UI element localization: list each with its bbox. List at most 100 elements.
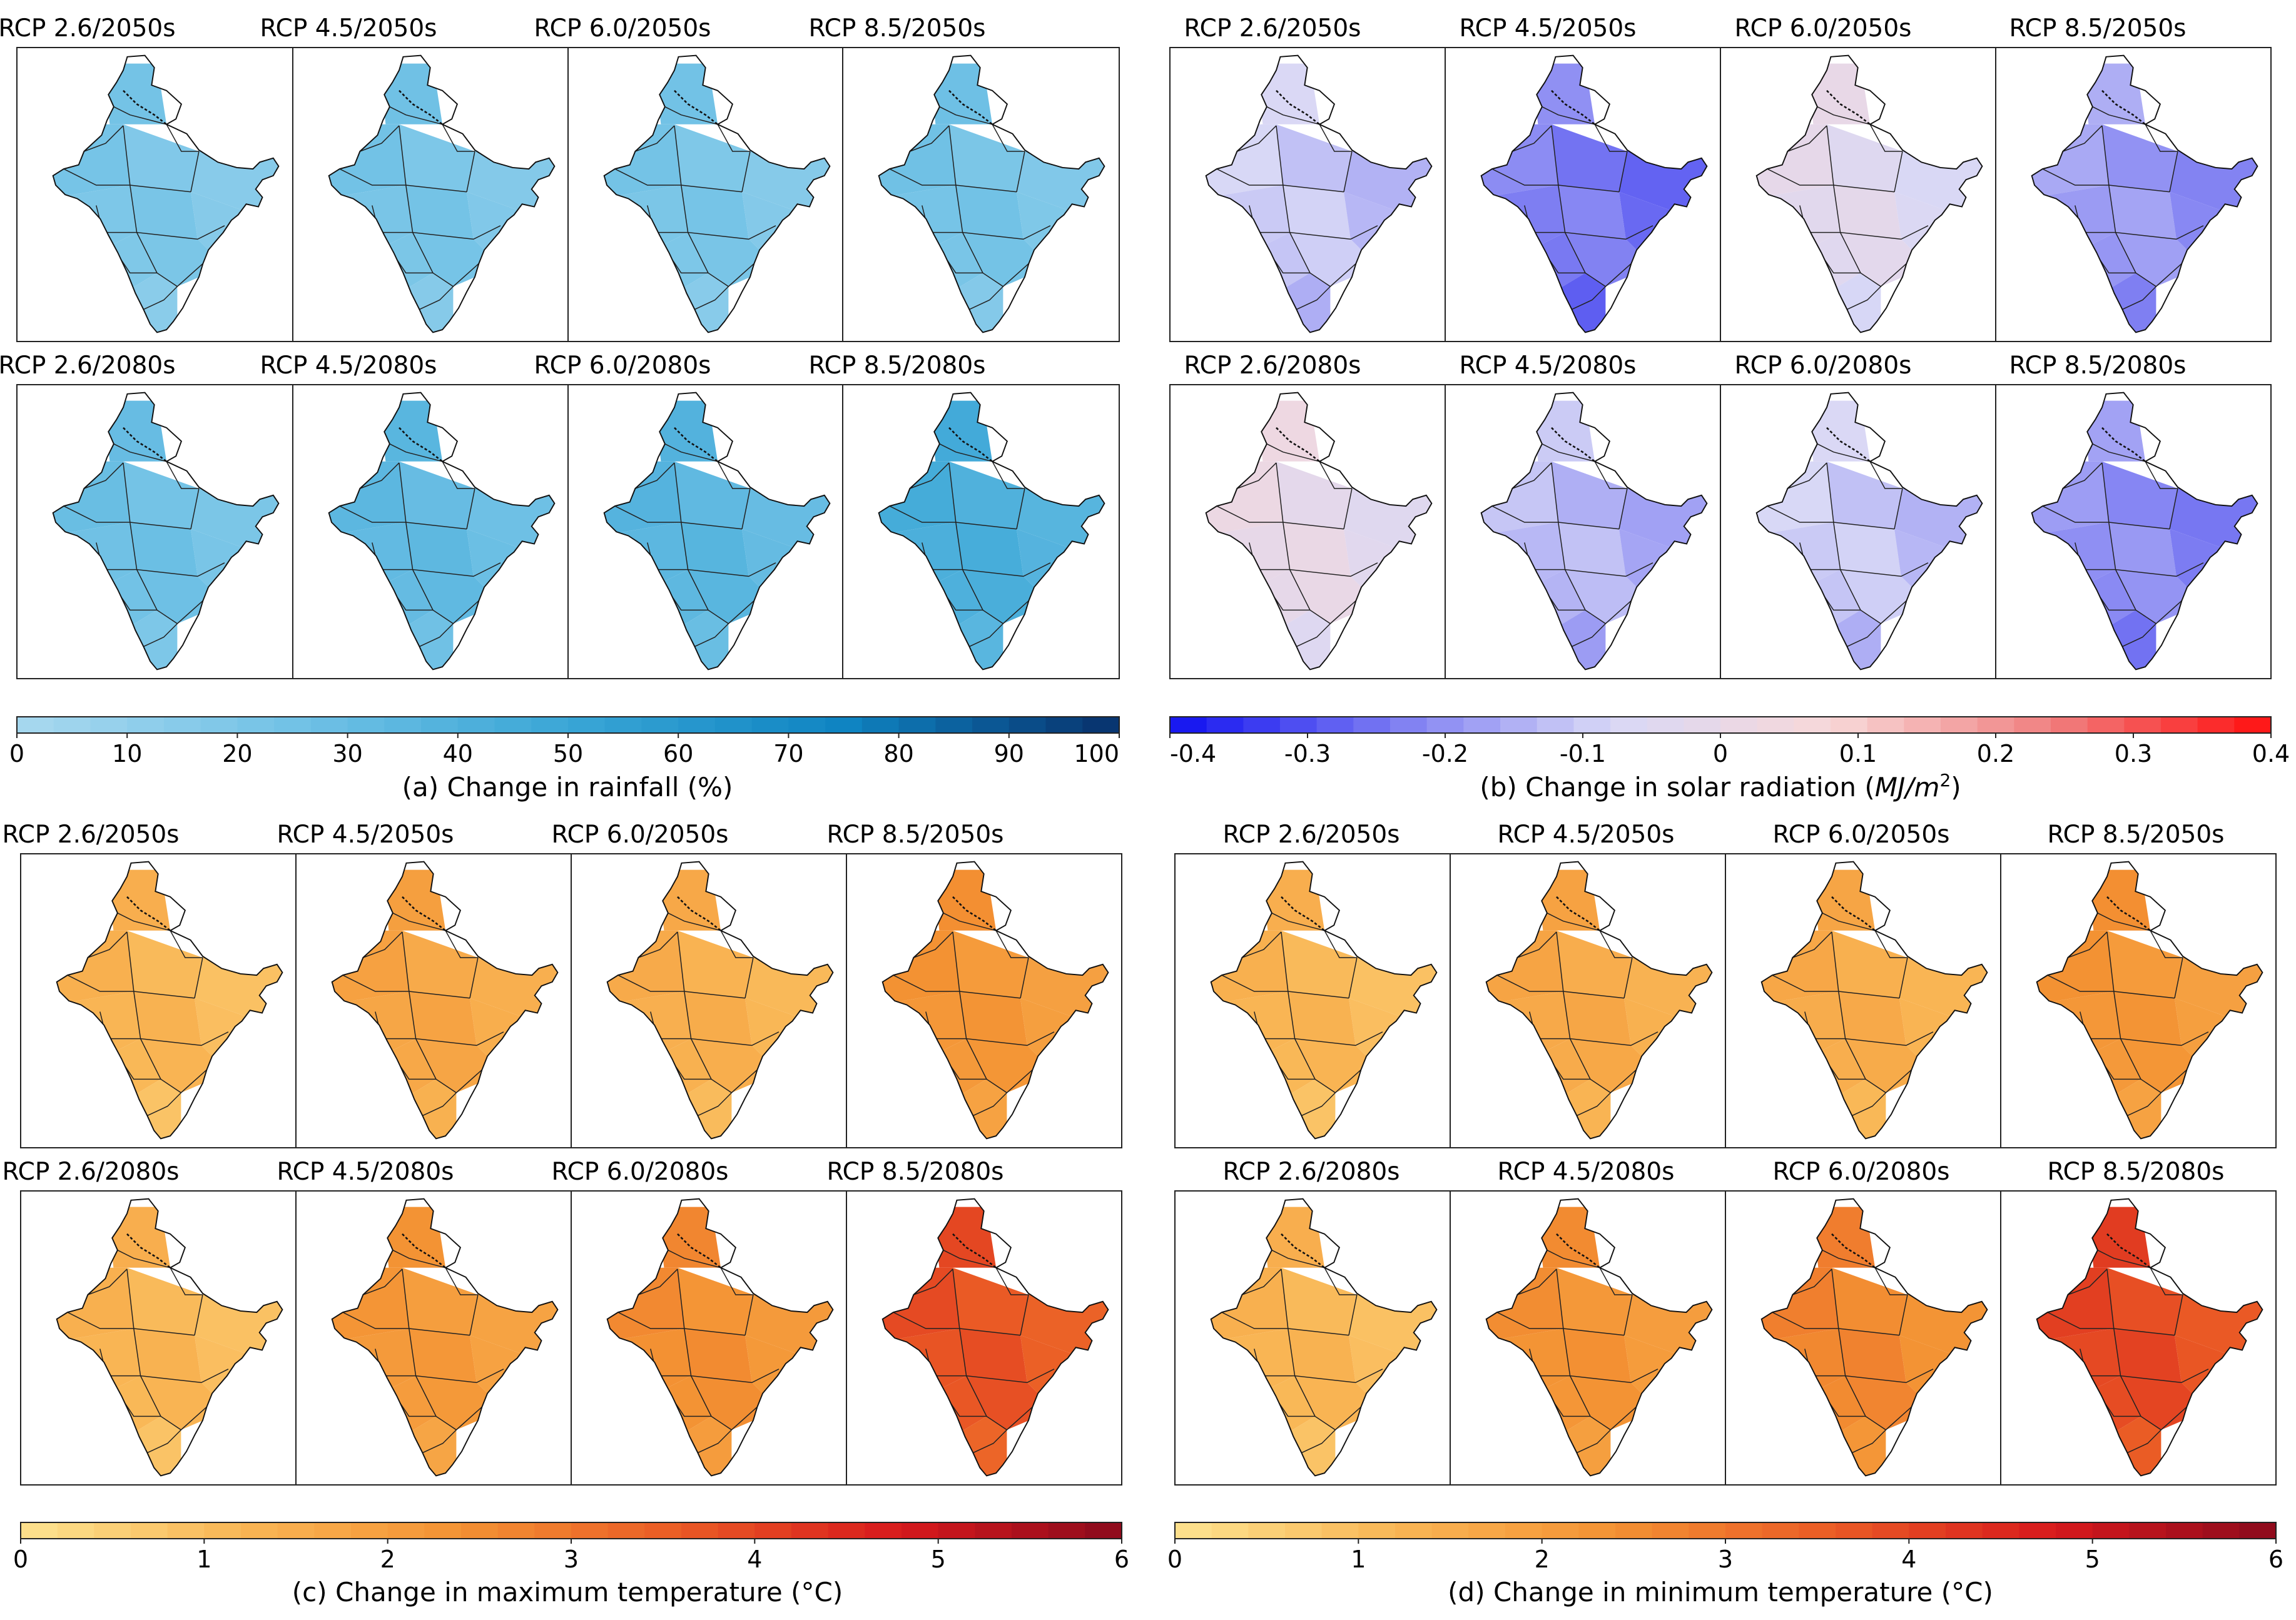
colorbar-c-bin-6 [241,1522,278,1539]
colorbar-c-tick-label-4: 4 [747,1546,762,1573]
map-b-r0c2-zone-5 [1833,185,1901,240]
map-a-r1c2-boundary-2 [674,462,682,523]
colorbar-d-bin-22 [1982,1522,2019,1539]
map-b-r1c0-zones [1206,400,1432,670]
map-c-r1c3-boundary-5 [1020,1294,1029,1335]
map-b-r1c1-zone-9 [1545,610,1606,670]
map-c-r0c3-boundary-5 [1020,957,1029,998]
colorbar-d-tick-label-2: 2 [1535,1546,1550,1573]
colorbar-b-bin-8 [1463,717,1501,733]
title-c-r0c0: RCP 2.6/2050s [2,821,179,849]
map-c-r0c0-zones [56,869,283,1139]
map-d-r1c1-boundary-5 [1623,1294,1633,1335]
map-b-r1c2-zone-9 [1820,610,1881,670]
map-d-r1c2-boundary-6 [1838,1328,1934,1384]
map-b-r0c3-boundary-2 [2101,125,2110,186]
colorbar-c: 0 1 2 3 4 5 6 [13,1522,1129,1573]
colorbar-d-bin-29 [2239,1522,2277,1539]
map-a-r1c0-outline [52,392,280,671]
map-c-r0c1-zones [332,869,558,1139]
title-c-r0c1: RCP 4.5/2050s [277,821,454,849]
colorbar-a-bin-12 [457,717,495,733]
map-b-r0c3-border-detail [2101,89,2146,125]
colorbar-b-tick-label-0: -0.4 [1170,740,1216,767]
colorbar-a-bin-23 [861,717,900,733]
map-b-r0c0-boundary-8 [1289,232,1356,287]
map-a-r0c3-boundary-10 [969,286,1003,310]
map-c-r0c1-boundary-2 [402,931,410,992]
map-a-r1c2-boundary-0 [664,443,718,462]
colorbar-a-bin-22 [825,717,863,733]
title-a-r1c0: RCP 2.6/2080s [0,352,176,380]
map-d-r0c2 [1760,861,1988,1140]
map-b-r1c3-boundary-5 [2169,488,2178,529]
colorbar-b-tick-label-4: 0 [1713,740,1728,767]
map-a-r0c1 [328,54,556,333]
map-d-r0c1-zone-9 [1550,1079,1611,1139]
map-b-r0c1-boundary-8 [1564,232,1632,287]
map-a-r1c2-boundary-6 [681,522,776,577]
map-c-r0c1-boundary-10 [422,1092,457,1116]
map-d-r0c1-boundary-0 [1547,913,1600,931]
map-d-r1c0-boundary-0 [1271,1250,1325,1268]
map-c-r1c0-outline [56,1198,283,1477]
colorbar-a-bin-25 [935,717,973,733]
map-a-r0c2-zone-5 [681,185,749,240]
map-c-r0c2-border-detail [677,896,721,931]
map-a-r0c3-boundary-4 [889,168,1017,193]
map-d-r0c0-zone-5 [1288,991,1356,1046]
map-d-r1c1-zone-2 [1557,1267,1632,1335]
map-c-r1c1-boundary-10 [422,1429,457,1454]
map-b-r0c1-zone-0 [1531,63,1595,124]
map-a-r0c3-zones [878,63,1105,333]
map-a-r1c3-border-detail [948,427,993,462]
map-c-r1c0-zones [56,1207,283,1476]
map-d-r0c3-boundary-10 [2127,1092,2161,1116]
map-a-r1c2-zone-5 [681,522,749,577]
colorbar-a-bin-9 [347,717,385,733]
map-b-r0c0-boundary-5 [1343,151,1353,192]
title-d-r0c0: RCP 2.6/2050s [1222,821,1399,849]
map-a-r1c1-boundary-0 [389,443,443,462]
map-b-r0c1 [1480,54,1708,333]
colorbar-b-bin-26 [2124,717,2161,733]
map-b-r1c0-zone-0 [1256,400,1320,462]
map-d-r1c3 [2036,1198,2263,1477]
map-c-r0c1-boundary-5 [469,957,479,998]
map-b-r0c1-border-detail [1551,89,1595,125]
map-b-r0c0-boundary-0 [1266,106,1320,125]
map-b-r1c1-border-detail [1551,427,1595,462]
map-d-r1c1-border-detail [1556,1233,1600,1268]
map-a-r0c1-boundary-2 [399,125,407,186]
map-c-r0c3-boundary-1 [913,931,953,958]
map-d-r1c0-boundary-2 [1281,1268,1289,1329]
map-c-r0c3-zone-2 [953,930,1029,998]
map-a-r1c2-zones [604,400,830,670]
map-d-r0c2-outline [1760,861,1988,1140]
colorbar-b-bin-15 [1720,717,1758,733]
map-d-r0c1-boundary-2 [1556,931,1564,992]
map-a-r1c2-border-detail [674,427,718,462]
map-d-r1c3-zone-9 [2100,1416,2161,1476]
map-b-r1c3-zone-5 [2108,522,2177,577]
map-a-r1c0 [52,392,280,671]
map-d-r1c1-zone-9 [1550,1416,1611,1476]
map-a-r0c0-zones [53,63,279,333]
colorbar-d-bin-16 [1762,1522,1799,1539]
map-b-r1c1-zone-2 [1552,461,1627,529]
colorbar-c-bin-29 [1085,1522,1122,1539]
colorbar-b-bin-9 [1500,717,1538,733]
colorbar-d-bin-3 [1285,1522,1323,1539]
map-a-r0c2-boundary-1 [635,125,675,152]
map-c-r1c1-boundary-6 [409,1328,504,1384]
title-b-r0c0: RCP 2.6/2050s [1184,14,1361,43]
map-c-r0c0-zone-0 [106,869,171,931]
map-d-r1c2-boundary-2 [1831,1268,1839,1329]
colorbar-a-bin-29 [1082,717,1120,733]
map-c-r1c1-boundary-1 [363,1268,403,1295]
map-d-r1c3-boundary-0 [2097,1250,2151,1268]
map-a-r0c2-boundary-6 [681,185,776,240]
map-c-r0c3-outline [881,861,1109,1140]
map-b-r1c2-boundary-3 [1869,461,1902,489]
colorbar-d-bin-28 [2202,1522,2240,1539]
